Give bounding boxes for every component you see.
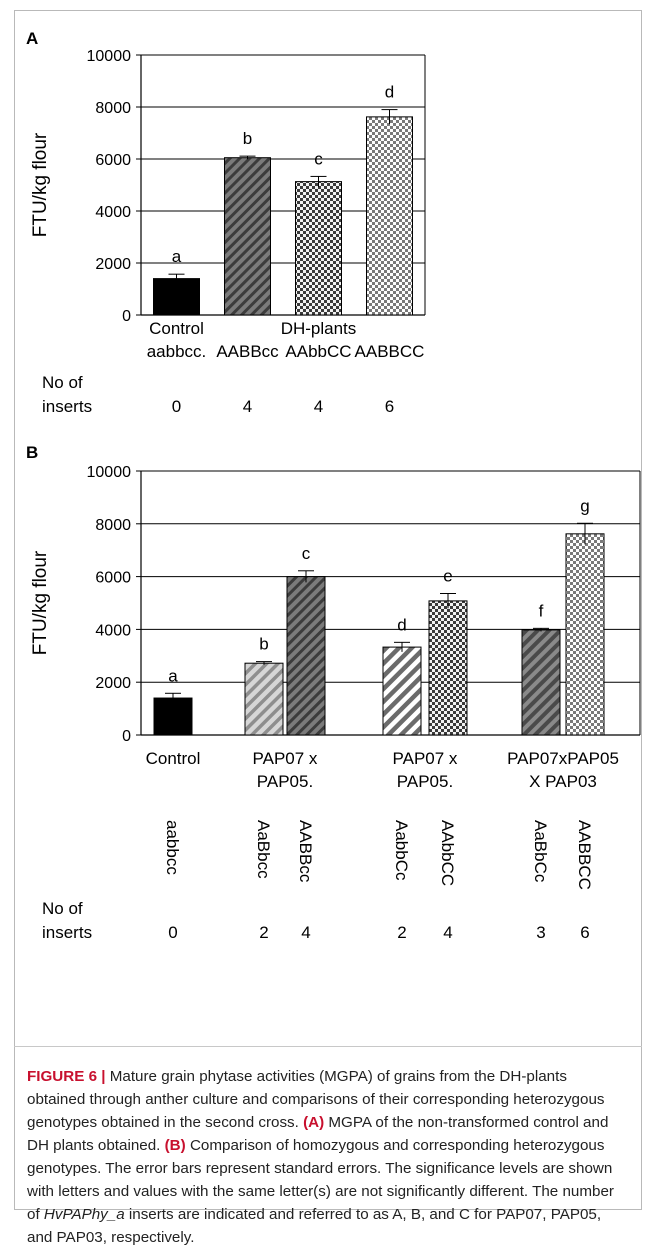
bar bbox=[286, 576, 326, 736]
significance-letter: g bbox=[580, 496, 589, 515]
x-category-label: AAbbCC bbox=[285, 342, 351, 361]
y-tick-label: 0 bbox=[122, 728, 131, 745]
caption-a-label: (A) bbox=[303, 1114, 325, 1131]
figure-caption: FIGURE 6 | Mature grain phytase activiti… bbox=[27, 1065, 627, 1249]
inserts-label: inserts bbox=[42, 397, 92, 416]
y-tick-label: 4000 bbox=[95, 204, 131, 221]
figure-frame bbox=[14, 10, 642, 1210]
caption-intro: Mature grain phytase activities (MGPA) o… bbox=[27, 1068, 605, 1131]
inserts-count: 4 bbox=[443, 923, 452, 942]
y-tick-label: 10000 bbox=[87, 48, 132, 65]
x-genotype-label: AaBbcc bbox=[254, 820, 273, 879]
x-group-label: PAP07 x bbox=[393, 749, 458, 768]
x-group-label: PAP05. bbox=[397, 772, 453, 791]
inserts-count: 4 bbox=[301, 923, 310, 942]
x-category-label: Control bbox=[149, 319, 204, 338]
y-tick-label: 2000 bbox=[95, 675, 131, 692]
significance-letter: b bbox=[243, 129, 252, 148]
caption-a-text: MGPA of the non-transformed control and … bbox=[27, 1114, 609, 1154]
x-group-label: PAP05. bbox=[257, 772, 313, 791]
x-genotype-label: aabbcc bbox=[163, 820, 182, 875]
panel-label-a: A bbox=[26, 29, 38, 48]
inserts-label: No of bbox=[42, 899, 83, 918]
x-genotype-label: AABBCC bbox=[575, 820, 594, 890]
panel-label-b: B bbox=[26, 443, 38, 462]
caption-divider bbox=[14, 1046, 642, 1047]
significance-letter: d bbox=[397, 615, 406, 634]
y-tick-label: 8000 bbox=[95, 100, 131, 117]
y-tick-label: 4000 bbox=[95, 622, 131, 639]
bar bbox=[382, 646, 422, 736]
inserts-count: 2 bbox=[259, 923, 268, 942]
bar bbox=[428, 600, 468, 736]
inserts-label: No of bbox=[42, 373, 83, 392]
significance-letter: a bbox=[172, 247, 182, 266]
bar bbox=[366, 116, 413, 316]
significance-letter: a bbox=[168, 666, 178, 685]
bar bbox=[295, 181, 342, 316]
bar bbox=[153, 697, 193, 736]
x-group-label: PAP07xPAP05 bbox=[507, 749, 619, 768]
x-category-label: DH-plants bbox=[281, 319, 357, 338]
y-tick-label: 6000 bbox=[95, 570, 131, 587]
significance-letter: c bbox=[302, 544, 311, 563]
bar bbox=[244, 662, 284, 736]
y-tick-label: 2000 bbox=[95, 256, 131, 273]
x-group-label: PAP07 x bbox=[253, 749, 318, 768]
caption-b-label: (B) bbox=[164, 1137, 186, 1154]
x-genotype-label: AaBbCc bbox=[531, 820, 550, 883]
x-category-label: AABBcc bbox=[216, 342, 279, 361]
x-category-label: aabbcc. bbox=[147, 342, 207, 361]
caption-figure-label: FIGURE 6 | bbox=[27, 1068, 106, 1085]
y-axis-label: FTU/kg flour bbox=[30, 132, 51, 237]
x-group-label: Control bbox=[146, 749, 201, 768]
y-tick-label: 0 bbox=[122, 308, 131, 325]
y-tick-label: 10000 bbox=[87, 464, 132, 481]
bar bbox=[153, 278, 200, 316]
chart-panel-a: 0 2000 4000 6000 8000 10000 FTU/kg flour a Contr… bbox=[30, 48, 426, 416]
inserts-count: 4 bbox=[243, 397, 252, 416]
inserts-count: 4 bbox=[314, 397, 323, 416]
significance-letter: f bbox=[539, 601, 544, 620]
inserts-count: 0 bbox=[168, 923, 177, 942]
inserts-label: inserts bbox=[42, 923, 92, 942]
bar bbox=[565, 533, 605, 736]
significance-letter: e bbox=[443, 566, 452, 585]
significance-letter: b bbox=[259, 635, 268, 654]
y-tick-label: 6000 bbox=[95, 152, 131, 169]
inserts-count: 6 bbox=[580, 923, 589, 942]
x-genotype-label: AABBcc bbox=[296, 820, 315, 883]
bar bbox=[521, 629, 561, 736]
inserts-count: 3 bbox=[536, 923, 545, 942]
x-category-label: AABBCC bbox=[355, 342, 425, 361]
y-axis-label: FTU/kg flour bbox=[30, 550, 51, 655]
inserts-count: 6 bbox=[385, 397, 394, 416]
x-group-label: X PAP03 bbox=[529, 772, 597, 791]
significance-letter: d bbox=[385, 83, 394, 102]
chart-panel-b: 0 2000 4000 6000 8000 10000 FTU/kg flour a aabbc… bbox=[30, 464, 641, 942]
inserts-count: 2 bbox=[397, 923, 406, 942]
caption-gene-name: HvPAPhy_a bbox=[43, 1206, 125, 1223]
significance-letter: c bbox=[314, 149, 323, 168]
y-tick-label: 8000 bbox=[95, 517, 131, 534]
x-genotype-label: AAbbCC bbox=[438, 820, 457, 886]
inserts-count: 0 bbox=[172, 397, 181, 416]
x-genotype-label: AabbCc bbox=[392, 820, 411, 881]
caption-b-text: Comparison of homozygous and correspondi… bbox=[27, 1137, 614, 1223]
figure: A B 0 2000 4000 6000 8000 10000 FTU/kg flour a C… bbox=[14, 10, 642, 1246]
bar bbox=[224, 157, 271, 316]
